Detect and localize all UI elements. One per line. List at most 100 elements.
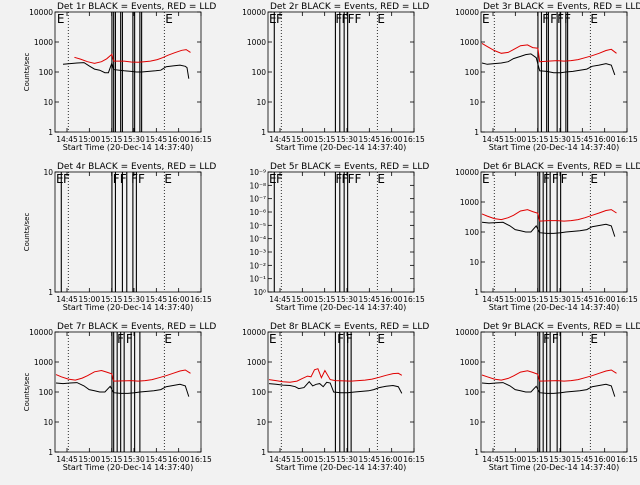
x-tick-label: 15:30 <box>549 135 571 144</box>
x-tick-label: 16:15 <box>403 295 425 304</box>
y-tick-label: 10⁻³ <box>249 248 266 257</box>
panel-title: Det 3r BLACK = Events, RED = LLD <box>483 2 640 12</box>
flag-label: E <box>56 172 64 186</box>
y-tick-label: 1000 <box>460 358 479 367</box>
y-tick-label: 1 <box>48 448 53 457</box>
panel-title: Det 4r BLACK = Events, RED = LLD <box>57 162 216 172</box>
plot-frame <box>54 331 202 453</box>
y-tick-label: 1000 <box>247 358 266 367</box>
y-tick-label: 10000 <box>29 328 53 337</box>
x-tick-label: 15:15 <box>314 135 336 144</box>
y-tick-label: 10000 <box>29 8 53 17</box>
series-line-a <box>268 368 403 383</box>
x-tick-label: 15:15 <box>314 455 336 464</box>
y-tick-label: 10⁻⁸ <box>249 181 266 190</box>
x-tick-label: 16:15 <box>190 295 212 304</box>
panel-title: Det 5r BLACK = Events, RED = LLD <box>270 162 429 172</box>
flag-label: F <box>543 332 550 346</box>
y-tick-label: 10 <box>469 98 479 107</box>
x-tick-label: 15:45 <box>146 135 168 144</box>
x-tick-label: 15:00 <box>79 455 101 464</box>
series-line-b <box>55 382 190 397</box>
y-tick-label: 10 <box>43 418 53 427</box>
x-tick-label: 15:00 <box>292 295 314 304</box>
x-axis-label: Start Time (20-Dec-14 14:37:40) <box>63 143 194 152</box>
x-tick-label: 16:15 <box>190 455 212 464</box>
y-axis-label: Counts/sec <box>23 373 31 412</box>
panel-title: Det 9r BLACK = Events, RED = LLD <box>483 322 640 332</box>
panel-title: Det 8r BLACK = Events, RED = LLD <box>270 322 429 332</box>
flag-label: F <box>557 12 564 26</box>
y-tick-label: 100 <box>252 388 267 397</box>
flag-label: FF <box>131 172 145 186</box>
series-line-a <box>74 49 191 64</box>
flag-label: E <box>269 332 277 346</box>
flag-label: F <box>337 332 344 346</box>
flag-label: E <box>590 172 598 186</box>
plot-frame <box>267 11 415 133</box>
y-tick-label: 10 <box>469 418 479 427</box>
y-tick-label: 10 <box>256 98 266 107</box>
flag-label: F <box>276 172 283 186</box>
x-tick-label: 15:15 <box>314 295 336 304</box>
plot-frame <box>54 171 202 293</box>
x-tick-label: 14:45 <box>56 295 78 304</box>
x-tick-label: 15:30 <box>336 135 358 144</box>
flag-label: E <box>269 172 277 186</box>
flag-label: F <box>550 12 557 26</box>
x-tick-label: 15:45 <box>359 295 381 304</box>
x-tick-label: 15:30 <box>549 455 571 464</box>
flag-label: F <box>543 172 550 186</box>
flag-label: E <box>377 12 385 26</box>
y-tick-label: 1000 <box>34 358 53 367</box>
x-tick-label: 16:00 <box>168 295 190 304</box>
x-tick-label: 16:00 <box>594 455 616 464</box>
x-tick-label: 15:15 <box>101 135 123 144</box>
x-tick-label: 16:15 <box>616 295 638 304</box>
flag-label: F <box>120 172 127 186</box>
y-tick-label: 1 <box>261 448 266 457</box>
y-tick-label: 10⁰ <box>253 288 266 297</box>
flag-label: F <box>276 12 283 26</box>
x-tick-label: 16:15 <box>616 455 638 464</box>
flag-label: F <box>335 172 342 186</box>
panel-title: Det 7r BLACK = Events, RED = LLD <box>57 322 216 332</box>
x-tick-label: 15:30 <box>336 295 358 304</box>
flag-label: F <box>542 12 549 26</box>
flag-label: F <box>564 12 571 26</box>
x-tick-label: 15:30 <box>336 455 358 464</box>
y-tick-label: 10⁻⁵ <box>249 221 266 230</box>
x-tick-label: 15:45 <box>572 135 594 144</box>
y-tick-label: 10000 <box>242 328 266 337</box>
y-tick-label: 1 <box>474 288 479 297</box>
flag-label: FF <box>348 172 362 186</box>
y-tick-label: 10 <box>256 418 266 427</box>
flag-label: F <box>335 12 342 26</box>
flag-label: F <box>342 172 349 186</box>
flag-label: F <box>346 332 353 346</box>
y-tick-label: 10000 <box>455 8 479 17</box>
x-tick-label: 14:45 <box>482 295 504 304</box>
y-tick-label: 10⁻⁷ <box>249 195 266 204</box>
x-tick-label: 15:15 <box>527 455 549 464</box>
panel-title: Det 2r BLACK = Events, RED = LLD <box>270 2 429 12</box>
y-tick-label: 10⁻¹ <box>249 275 266 284</box>
x-tick-label: 16:15 <box>403 135 425 144</box>
y-tick-label: 10000 <box>455 328 479 337</box>
flag-label: E <box>590 12 598 26</box>
y-tick-label: 10⁻² <box>249 261 266 270</box>
x-tick-label: 15:30 <box>123 455 145 464</box>
x-tick-label: 15:00 <box>505 135 527 144</box>
x-tick-label: 16:00 <box>381 455 403 464</box>
x-tick-label: 15:00 <box>292 455 314 464</box>
x-axis-label: Start Time (20-Dec-14 14:37:40) <box>489 303 620 312</box>
series-line-a <box>481 42 617 63</box>
flag-label: E <box>164 172 172 186</box>
flag-label: E <box>165 12 173 26</box>
